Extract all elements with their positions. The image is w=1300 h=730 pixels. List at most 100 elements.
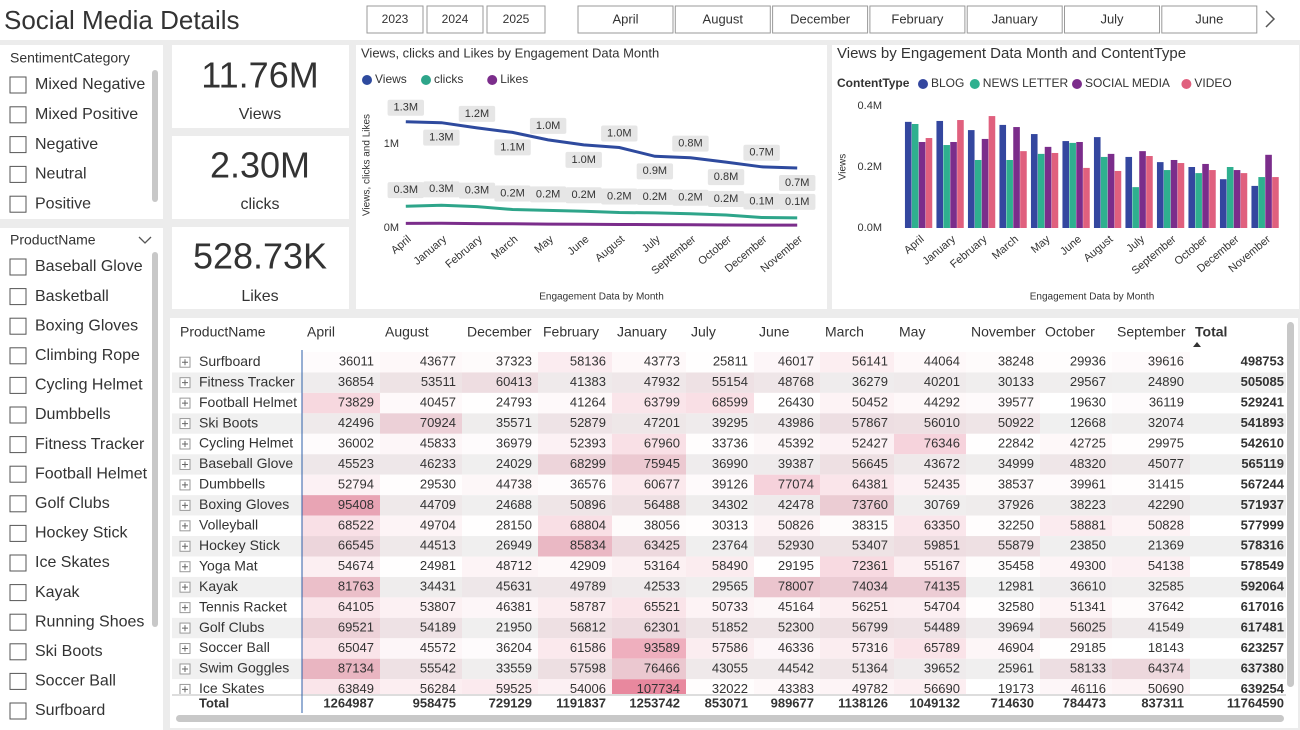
slicer-item[interactable]: Basketball: [35, 288, 109, 305]
checkbox[interactable]: [9, 554, 27, 572]
column-header[interactable]: June: [759, 324, 790, 340]
heat-cell: [754, 372, 820, 393]
slicer-item[interactable]: Golf Clubs: [35, 495, 110, 512]
column-header[interactable]: Total: [1195, 324, 1227, 340]
column-header[interactable]: December: [467, 324, 532, 340]
column-header[interactable]: November: [971, 324, 1036, 340]
table-cell: 29195: [778, 558, 814, 573]
slicer-item[interactable]: Positive: [35, 195, 91, 212]
heat-cell: [686, 658, 754, 680]
vertical-scrollbar[interactable]: [1287, 322, 1294, 687]
checkbox[interactable]: [9, 613, 27, 631]
slicer-item[interactable]: Dumbbells: [35, 406, 111, 423]
year-button-label[interactable]: 2023: [382, 12, 409, 26]
table-cell: 55167: [924, 558, 960, 573]
slicer-item[interactable]: Boxing Gloves: [35, 317, 138, 334]
slicer-item[interactable]: Cycling Helmet: [35, 377, 143, 394]
column-header[interactable]: March: [825, 324, 864, 340]
expand-icon-plus: [182, 665, 188, 672]
table-cell: 38315: [852, 517, 888, 532]
slicer-item[interactable]: Ski Boots: [35, 643, 103, 660]
month-button[interactable]: [1064, 5, 1160, 34]
month-button-label[interactable]: January: [992, 11, 1039, 26]
expand-icon-plus: [182, 645, 188, 652]
slicer-item[interactable]: Climbing Rope: [35, 347, 140, 364]
checkbox[interactable]: [9, 406, 27, 424]
checkbox[interactable]: [9, 376, 27, 394]
checkbox[interactable]: [9, 136, 27, 154]
column-header[interactable]: July: [691, 324, 716, 340]
month-button[interactable]: [1161, 5, 1258, 34]
y-tick-label: 0.4M: [858, 100, 882, 112]
column-header[interactable]: October: [1045, 324, 1095, 340]
heat-cell: [612, 679, 686, 694]
checkbox[interactable]: [9, 702, 27, 720]
table-cell: 22842: [998, 435, 1034, 450]
checkbox[interactable]: [9, 165, 27, 183]
bar: [1188, 167, 1196, 228]
month-button-label[interactable]: July: [1100, 11, 1124, 26]
slicer-item[interactable]: Mixed Positive: [35, 106, 138, 123]
slicer-item[interactable]: Baseball Glove: [35, 258, 143, 275]
slicer-item[interactable]: Ice Skates: [35, 554, 110, 571]
checkbox[interactable]: [9, 465, 27, 483]
row-total: 571937: [1241, 497, 1284, 512]
year-button[interactable]: [426, 5, 484, 34]
slicer-item[interactable]: Kayak: [35, 584, 80, 601]
year-button[interactable]: [366, 5, 424, 34]
column-header[interactable]: August: [385, 324, 429, 340]
scroll-arrow[interactable]: [1265, 10, 1276, 28]
slicer-item[interactable]: Football Helmet: [35, 465, 148, 482]
checkbox[interactable]: [9, 288, 27, 306]
slicer-item[interactable]: Surfboard: [35, 702, 105, 719]
table-cell: 56010: [924, 415, 960, 430]
expand-icon-plus: [182, 461, 188, 468]
horizontal-scrollbar[interactable]: [176, 715, 1284, 722]
checkbox[interactable]: [9, 643, 27, 661]
month-button-label[interactable]: April: [612, 11, 638, 26]
heat-cell: [302, 576, 380, 598]
column-header[interactable]: February: [543, 324, 599, 340]
column-header[interactable]: January: [617, 324, 667, 340]
year-button-label[interactable]: 2025: [503, 12, 530, 26]
month-button-label[interactable]: December: [790, 11, 851, 26]
slicer-item[interactable]: Soccer Ball: [35, 673, 116, 690]
year-button[interactable]: [486, 5, 546, 34]
checkbox[interactable]: [9, 495, 27, 513]
month-button-label[interactable]: February: [891, 11, 944, 26]
checkbox[interactable]: [9, 584, 27, 602]
table-cell: 29565: [712, 579, 748, 594]
column-header[interactable]: May: [899, 324, 925, 340]
year-button-label[interactable]: 2024: [442, 12, 469, 26]
column-header[interactable]: April: [307, 324, 335, 340]
heat-cell: [686, 372, 754, 393]
month-button[interactable]: [869, 5, 966, 34]
month-button[interactable]: [966, 5, 1063, 34]
checkbox[interactable]: [9, 258, 27, 276]
slicer-item[interactable]: Hockey Stick: [35, 525, 128, 542]
slicer-item[interactable]: Mixed Negative: [35, 76, 145, 93]
table-cell: 56799: [852, 620, 888, 635]
slicer-item[interactable]: Fitness Tracker: [35, 436, 145, 453]
month-button-label[interactable]: June: [1195, 11, 1223, 26]
column-header[interactable]: ProductName: [180, 324, 266, 340]
month-button-label[interactable]: August: [703, 11, 744, 26]
checkbox[interactable]: [9, 317, 27, 335]
month-button[interactable]: [577, 5, 674, 34]
dropdown-chevron[interactable]: [138, 236, 152, 244]
slicer-item[interactable]: Running Shoes: [35, 613, 144, 630]
month-button[interactable]: [772, 5, 869, 34]
checkbox[interactable]: [9, 195, 27, 213]
month-button[interactable]: [674, 5, 771, 34]
checkbox[interactable]: [9, 436, 27, 454]
checkbox[interactable]: [9, 672, 27, 690]
checkbox[interactable]: [9, 76, 27, 94]
column-header[interactable]: September: [1117, 324, 1186, 340]
slicer-item[interactable]: Neutral: [35, 166, 87, 183]
checkbox[interactable]: [9, 106, 27, 124]
checkbox[interactable]: [9, 524, 27, 542]
checkbox[interactable]: [9, 347, 27, 365]
slicer-item[interactable]: Negative: [35, 136, 98, 153]
heat-cell: [462, 474, 538, 496]
table-cell: 41264: [570, 395, 606, 410]
